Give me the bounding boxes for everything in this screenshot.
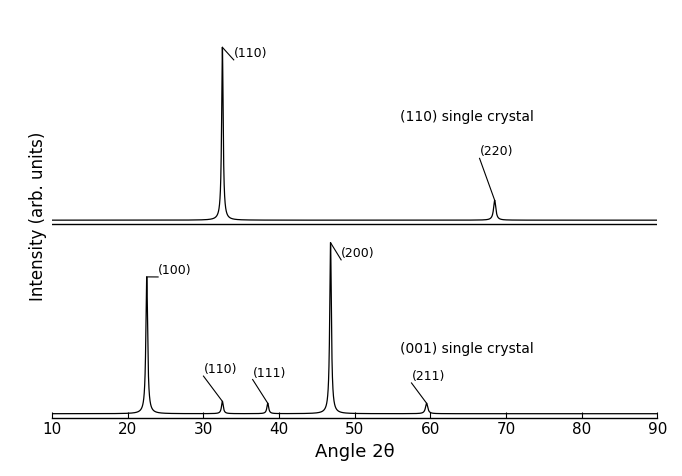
Text: (110): (110) [234,47,267,60]
Text: (100): (100) [158,264,192,277]
Text: (220): (220) [479,145,513,159]
X-axis label: Angle 2θ: Angle 2θ [315,443,395,461]
Text: (110) single crystal: (110) single crystal [400,110,534,124]
Text: (211): (211) [411,370,445,383]
Text: (111): (111) [252,367,286,379]
Y-axis label: Intensity (arb. units): Intensity (arb. units) [29,131,46,301]
Text: (110): (110) [203,363,237,376]
Text: (001) single crystal: (001) single crystal [400,342,534,356]
Text: (200): (200) [341,247,375,260]
